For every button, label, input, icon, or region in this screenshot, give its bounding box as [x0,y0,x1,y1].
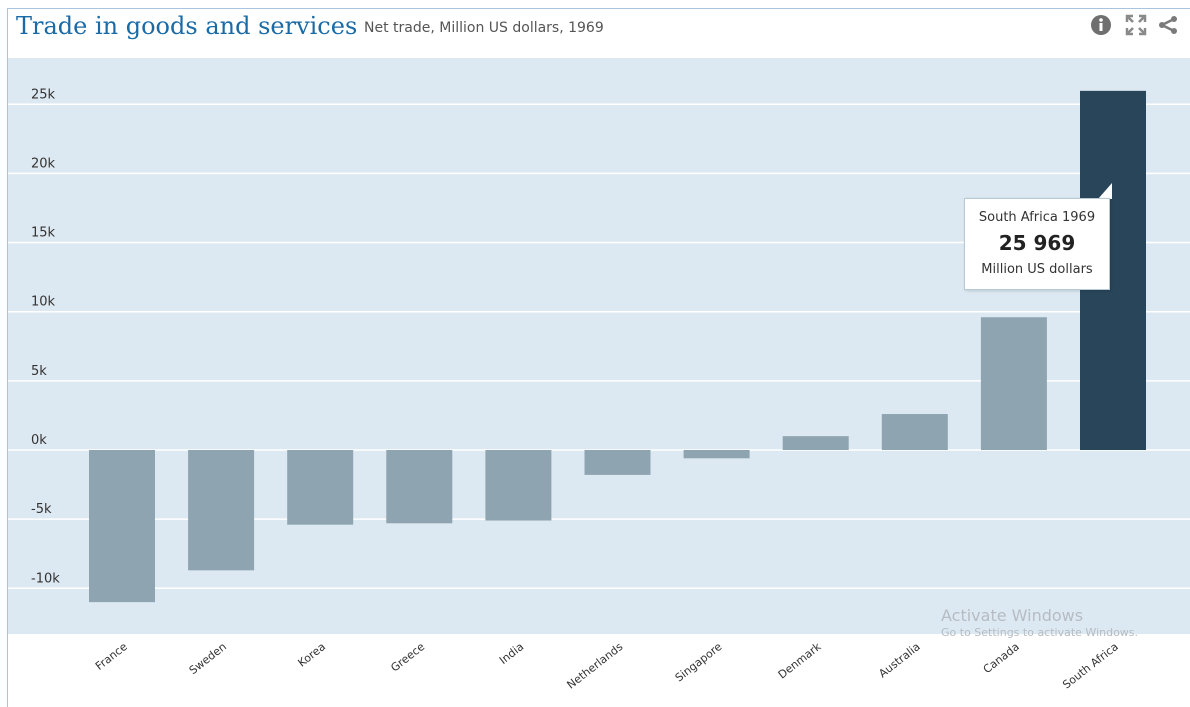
y-tick-label: 0k [31,433,47,448]
bar-canada [980,317,1047,450]
tooltip-label: South Africa 1969 [978,210,1096,225]
windows-activation-watermark: Activate Windows Go to Settings to activ… [941,606,1138,640]
x-tick-label: Netherlands [564,640,625,692]
bar-france [89,450,155,603]
x-tick-label: Greece [388,640,427,674]
bar-singapore [683,450,750,459]
x-tick-label: Korea [295,640,328,669]
x-tick-label: South Africa [1060,640,1121,691]
watermark-title: Activate Windows [941,606,1084,625]
x-tick-label: Canada [981,640,1022,676]
x-tick-label: India [497,640,526,667]
bar-greece [386,450,453,524]
chart-subtitle: Net trade, Million US dollars, 1969 [364,20,604,36]
tooltip-arrow [1098,183,1112,199]
y-tick-label: -10k [31,571,60,586]
x-tick-label: Sweden [187,640,229,677]
bar-sweden [188,450,255,571]
tooltip-unit: Million US dollars [981,262,1093,277]
watermark-subtitle: Go to Settings to activate Windows. [941,626,1139,639]
bar-australia [881,414,948,450]
chart-title: Trade in goods and services [16,12,358,40]
y-tick-label: 5k [31,364,47,379]
bar-netherlands [584,450,651,475]
data-tooltip: South Africa 1969 25 969 Million US doll… [964,198,1110,290]
bar-korea [287,450,354,525]
x-tick-label: Australia [876,640,922,680]
fullscreen-icon[interactable] [1125,14,1147,36]
y-tick-label: -5k [31,502,52,517]
tooltip-value: 25 969 [998,231,1076,255]
x-tick-label: France [93,640,130,673]
info-icon[interactable] [1090,14,1112,36]
x-tick-label: Singapore [673,640,725,685]
y-tick-label: 10k [31,295,56,310]
y-tick-label: 15k [31,226,56,241]
y-tick-label: 25k [31,87,56,102]
bar-denmark [782,436,849,450]
share-icon[interactable] [1157,14,1179,36]
x-tick-label: Denmark [776,640,824,682]
y-tick-label: 20k [31,156,56,171]
bar-india [485,450,552,521]
chart-header: Trade in goods and services Net trade, M… [16,10,1190,54]
